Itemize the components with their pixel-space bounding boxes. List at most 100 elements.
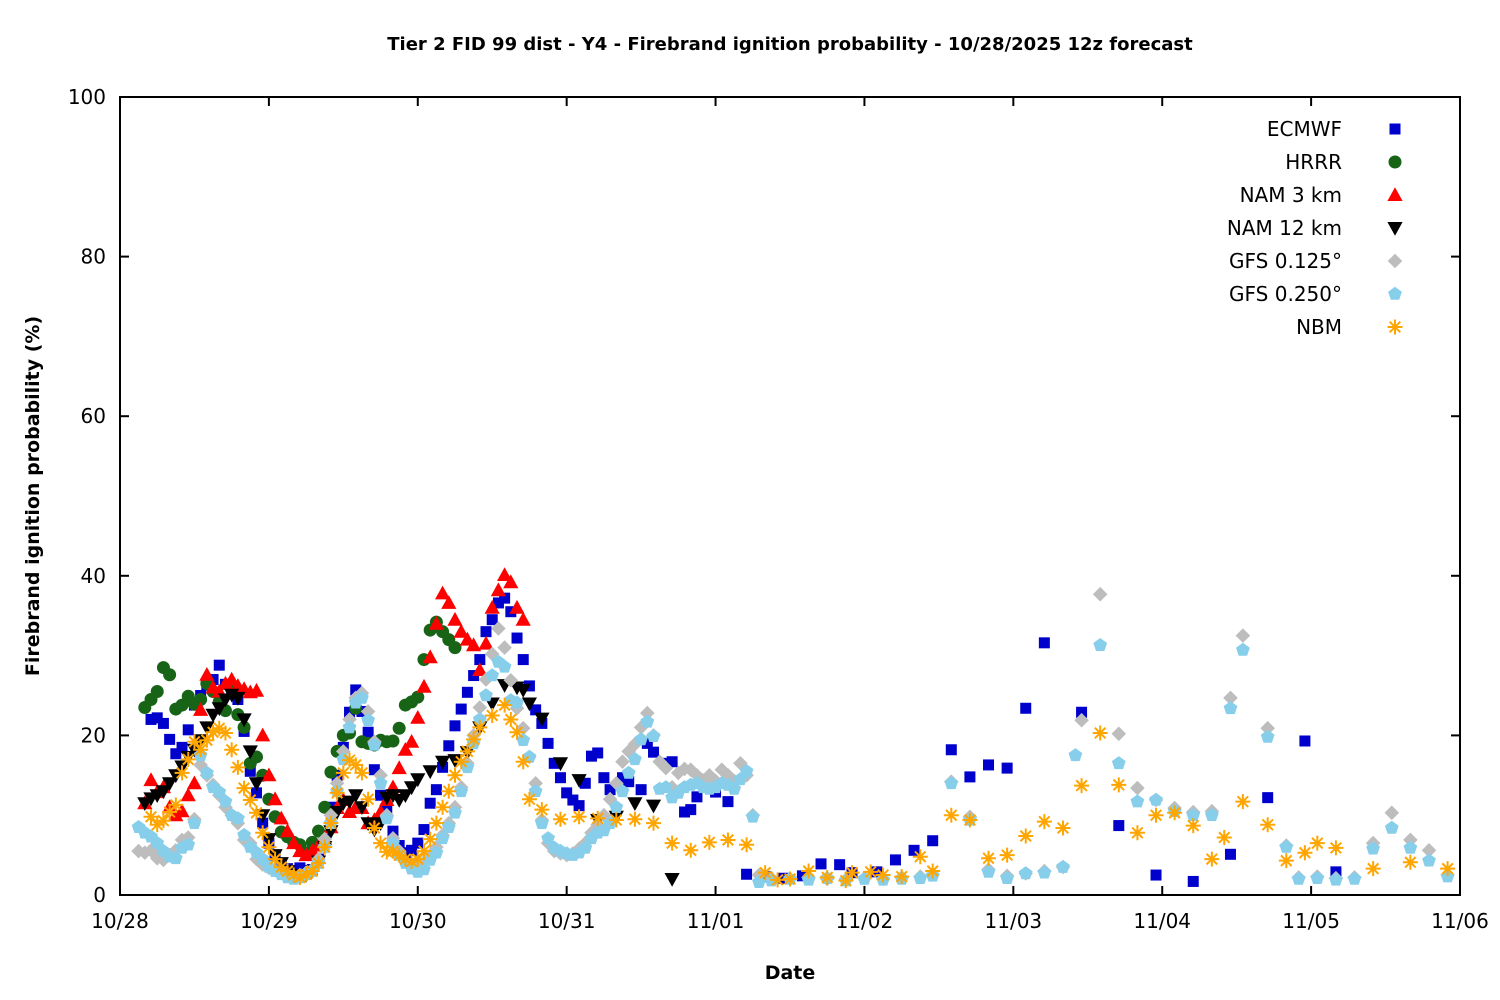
data-point <box>503 574 519 589</box>
data-point <box>908 844 920 856</box>
data-point <box>770 872 786 888</box>
data-point <box>1037 865 1052 879</box>
data-point <box>1260 817 1276 833</box>
data-point <box>182 724 194 736</box>
data-point <box>350 684 362 696</box>
legend-row-nam-12-km: NAM 12 km <box>1227 211 1408 244</box>
data-point <box>181 837 196 851</box>
data-point <box>1129 825 1145 841</box>
data-point <box>530 704 542 716</box>
data-point <box>515 611 531 626</box>
data-point <box>151 712 163 724</box>
data-point <box>685 804 697 816</box>
data-point <box>273 859 289 875</box>
data-point <box>617 772 628 784</box>
data-point <box>386 835 400 849</box>
data-point <box>497 697 513 713</box>
data-point <box>211 702 227 717</box>
data-point <box>999 847 1015 863</box>
data-point <box>459 743 475 759</box>
data-point <box>844 865 860 881</box>
data-point <box>1403 840 1418 854</box>
legend-row-nbm: NBM <box>1227 310 1408 343</box>
data-point <box>499 592 511 604</box>
data-point <box>255 851 270 865</box>
data-point <box>472 719 488 735</box>
data-point <box>1421 843 1437 858</box>
data-point <box>1186 808 1201 821</box>
data-point <box>981 864 996 878</box>
data-point <box>511 632 523 644</box>
diamond-legend-icon <box>1387 253 1403 268</box>
data-point <box>212 784 227 798</box>
data-point <box>1299 735 1311 747</box>
data-point <box>174 803 190 818</box>
data-point <box>944 776 959 790</box>
data-point <box>410 773 426 788</box>
data-point <box>552 757 569 772</box>
legend-label-nam-12-km: NAM 12 km <box>1226 215 1342 240</box>
data-point <box>510 695 524 709</box>
data-point <box>945 744 957 756</box>
data-point <box>1113 820 1125 832</box>
data-point <box>455 703 467 715</box>
data-point <box>174 765 190 781</box>
data-point <box>186 775 202 790</box>
x-tick-label: 11/03 <box>985 909 1043 933</box>
data-point <box>1329 872 1343 886</box>
data-point <box>155 813 171 829</box>
data-point <box>194 692 208 706</box>
data-point <box>615 784 630 798</box>
data-point <box>193 742 209 758</box>
data-point <box>354 801 370 815</box>
data-point <box>1074 778 1090 794</box>
data-point <box>1111 777 1127 793</box>
data-point <box>224 742 240 758</box>
data-point <box>461 686 473 698</box>
data-point <box>187 816 202 829</box>
data-point <box>683 842 699 858</box>
data-point <box>623 776 635 788</box>
data-point <box>1205 808 1219 821</box>
data-point <box>981 850 997 866</box>
data-point <box>361 713 375 726</box>
data-point <box>484 707 500 723</box>
data-point <box>236 713 252 728</box>
data-point <box>509 599 525 614</box>
data-point <box>248 777 265 792</box>
data-point <box>180 751 196 767</box>
data-point <box>646 729 661 742</box>
data-point <box>428 615 444 630</box>
y-tick-label: 0 <box>93 883 106 907</box>
data-point <box>205 724 221 740</box>
legend-label-gfs-0-250-: GFS 0.250° <box>1229 281 1342 306</box>
data-point <box>497 659 512 673</box>
data-point <box>335 765 351 781</box>
data-point <box>385 843 401 859</box>
x-tick-label: 11/01 <box>687 909 745 933</box>
data-point <box>318 800 332 814</box>
data-point <box>1111 756 1126 770</box>
data-point <box>757 865 773 881</box>
data-point <box>200 765 214 779</box>
data-point <box>534 712 550 727</box>
legend-label-ecmwf: ECMWF <box>1266 116 1342 141</box>
data-point <box>1422 853 1436 867</box>
legend-row-hrrr: HRRR <box>1227 145 1408 178</box>
data-point <box>368 764 380 776</box>
data-point <box>391 760 407 775</box>
data-point <box>448 805 462 819</box>
data-point <box>193 702 209 716</box>
data-point <box>615 754 630 769</box>
data-point <box>1038 637 1050 649</box>
data-point <box>608 812 624 828</box>
data-point <box>292 869 308 885</box>
data-point <box>386 734 400 748</box>
x-tick-label: 11/06 <box>1431 909 1489 933</box>
data-point <box>1018 866 1033 880</box>
data-point <box>503 673 519 688</box>
data-point <box>517 654 529 666</box>
data-point <box>1236 642 1250 656</box>
data-point <box>248 805 264 821</box>
data-point <box>739 837 755 853</box>
